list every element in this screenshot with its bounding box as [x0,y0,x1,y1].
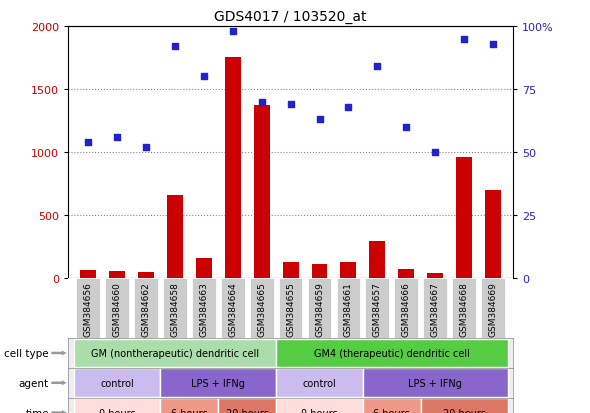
Text: GM4 (therapeutic) dendritic cell: GM4 (therapeutic) dendritic cell [314,348,470,358]
Bar [105,278,129,338]
Bar [276,368,363,397]
Bar [453,278,476,338]
Bar [74,339,276,368]
Text: 20 hours: 20 hours [226,408,268,413]
Bar [427,273,443,278]
Bar [138,272,154,278]
Text: 0 hours: 0 hours [301,408,338,413]
Bar [134,278,158,338]
Text: GSM384666: GSM384666 [402,281,411,336]
Text: 6 hours: 6 hours [373,408,410,413]
Bar [340,262,356,278]
Text: control: control [100,378,134,388]
Bar [395,278,418,338]
Text: cell type: cell type [4,348,49,358]
Text: control: control [303,378,336,388]
Bar [456,158,472,278]
Bar [254,106,270,278]
Point [170,44,179,50]
Point [315,116,324,123]
Bar [481,278,505,338]
Text: LPS + IFNg: LPS + IFNg [191,378,245,388]
Bar [312,265,327,278]
Text: GSM384667: GSM384667 [431,281,440,336]
Text: time: time [25,408,49,413]
Point [489,41,498,48]
Text: 0 hours: 0 hours [99,408,135,413]
Bar [276,398,363,413]
Point [112,134,122,141]
Bar [336,278,360,338]
Bar [398,269,414,278]
Point [431,149,440,156]
Bar [421,398,507,413]
Bar [160,398,218,413]
Point [460,36,469,43]
Text: GSM384658: GSM384658 [171,281,179,336]
Text: 6 hours: 6 hours [171,408,208,413]
Point [83,139,93,146]
Text: 20 hours: 20 hours [442,408,486,413]
Bar [250,278,274,338]
Bar [160,368,276,397]
Bar [163,278,186,338]
Point [228,28,237,35]
Bar [276,339,507,368]
Point [344,104,353,111]
Bar [363,368,507,397]
Title: GDS4017 / 103520_at: GDS4017 / 103520_at [214,10,367,24]
Bar [167,195,183,278]
Bar [307,278,332,338]
Bar [225,58,241,278]
Point [141,144,150,151]
Bar [369,241,385,278]
Text: GSM384662: GSM384662 [142,281,150,336]
Bar [196,258,212,278]
Bar [109,271,125,278]
Bar [363,398,421,413]
Text: GSM384669: GSM384669 [489,281,497,336]
Text: GM (nontherapeutic) dendritic cell: GM (nontherapeutic) dendritic cell [91,348,259,358]
Point [373,64,382,70]
Bar [218,398,276,413]
Point [257,99,266,106]
Text: GSM384665: GSM384665 [257,281,266,336]
Text: GSM384659: GSM384659 [315,281,324,336]
Point [199,74,208,81]
Text: agent: agent [19,378,49,388]
Text: GSM384655: GSM384655 [286,281,295,336]
Point [286,102,295,108]
Point [402,124,411,131]
Bar [74,368,160,397]
Text: GSM384663: GSM384663 [199,281,208,336]
Text: GSM384664: GSM384664 [228,281,237,336]
Bar [278,278,303,338]
Bar [74,398,160,413]
Text: GSM384657: GSM384657 [373,281,382,336]
Bar [485,190,501,278]
Text: GSM384668: GSM384668 [460,281,468,336]
Bar [221,278,245,338]
Bar [76,278,100,338]
Text: GSM384661: GSM384661 [344,281,353,336]
Bar [80,271,96,278]
Bar [424,278,447,338]
Text: GSM384660: GSM384660 [113,281,122,336]
Bar [283,262,299,278]
Text: LPS + IFNg: LPS + IFNg [408,378,462,388]
Bar [365,278,389,338]
Bar [192,278,216,338]
Text: GSM384656: GSM384656 [84,281,93,336]
